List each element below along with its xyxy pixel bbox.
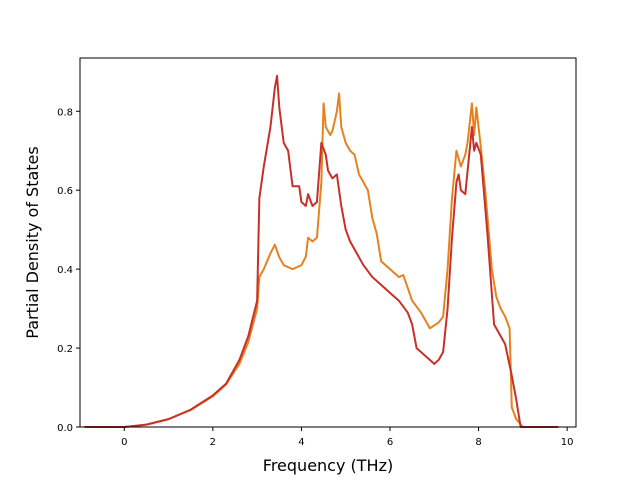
y-axis: 0.0 0.2 0.4 0.6 0.8 — [57, 107, 80, 434]
x-tick-label: 10 — [561, 437, 574, 448]
x-axis: 0 2 4 6 8 10 — [121, 427, 574, 448]
y-axis-label: Partial Density of States — [23, 146, 42, 338]
series-layer — [84, 74, 559, 428]
y-tick-label: 0.0 — [57, 423, 73, 434]
y-tick-label: 0.8 — [57, 107, 73, 118]
x-tick-label: 4 — [298, 437, 304, 448]
x-tick-label: 8 — [475, 437, 481, 448]
x-axis-label: Frequency (THz) — [263, 456, 393, 475]
y-tick-label: 0.2 — [57, 344, 73, 355]
series-line-1 — [84, 92, 559, 428]
x-tick-label: 6 — [387, 437, 393, 448]
plot-frame — [79, 57, 577, 428]
y-tick-label: 0.4 — [57, 265, 73, 276]
x-tick-label: 0 — [121, 437, 127, 448]
x-tick-label: 2 — [210, 437, 216, 448]
y-tick-label: 0.6 — [57, 186, 73, 197]
series-line-2 — [84, 74, 559, 428]
